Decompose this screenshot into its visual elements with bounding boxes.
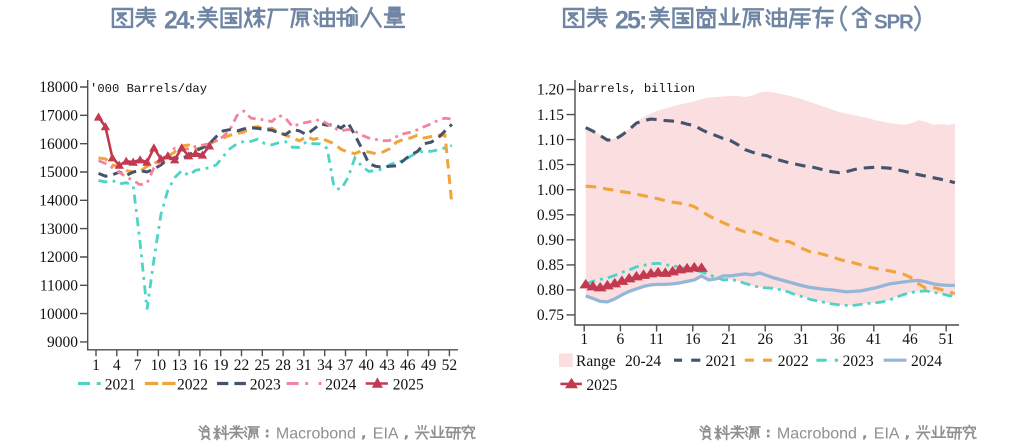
svg-text:49: 49 xyxy=(421,357,437,374)
svg-text:2021: 2021 xyxy=(706,353,737,370)
svg-text:1.05: 1.05 xyxy=(537,157,564,174)
svg-text:2023: 2023 xyxy=(843,353,874,370)
svg-text:22: 22 xyxy=(234,357,250,374)
svg-text:13: 13 xyxy=(171,357,187,374)
svg-text:2023: 2023 xyxy=(250,377,281,394)
svg-text:28: 28 xyxy=(275,357,291,374)
svg-text:Macrobond: Macrobond xyxy=(276,426,356,443)
svg-text:31: 31 xyxy=(794,331,810,348)
svg-text:6: 6 xyxy=(617,331,625,348)
svg-text:46: 46 xyxy=(400,357,416,374)
svg-text:11: 11 xyxy=(649,331,664,348)
svg-text:1.20: 1.20 xyxy=(537,82,564,99)
svg-text:2024: 2024 xyxy=(325,377,356,394)
svg-text:Range: Range xyxy=(576,353,616,370)
svg-text:16: 16 xyxy=(192,357,208,374)
svg-text:26: 26 xyxy=(757,331,773,348)
svg-text:24:: 24: xyxy=(164,7,194,35)
svg-text:51: 51 xyxy=(938,331,954,348)
svg-text:2025: 2025 xyxy=(393,377,424,394)
svg-text:41: 41 xyxy=(866,331,882,348)
svg-text:barrels, billion: barrels, billion xyxy=(578,82,695,96)
svg-text:25:: 25: xyxy=(615,7,645,35)
svg-text:34: 34 xyxy=(317,357,333,374)
svg-text:16000: 16000 xyxy=(39,136,78,153)
svg-text:20-24: 20-24 xyxy=(625,353,661,370)
svg-text:0.80: 0.80 xyxy=(537,282,564,299)
svg-text:21: 21 xyxy=(721,331,737,348)
svg-text:19: 19 xyxy=(213,357,229,374)
svg-text:9000: 9000 xyxy=(47,334,78,351)
svg-text:40: 40 xyxy=(359,357,375,374)
svg-text:46: 46 xyxy=(902,331,918,348)
svg-text:17000: 17000 xyxy=(39,108,78,125)
svg-text:10000: 10000 xyxy=(39,306,78,323)
svg-text:37: 37 xyxy=(338,357,354,374)
svg-text:2022: 2022 xyxy=(778,353,809,370)
svg-text:2021: 2021 xyxy=(105,377,136,394)
svg-text:2024: 2024 xyxy=(911,353,942,370)
svg-text:16: 16 xyxy=(685,331,701,348)
svg-text:15000: 15000 xyxy=(39,164,78,181)
svg-text:52: 52 xyxy=(442,357,458,374)
svg-text:1.10: 1.10 xyxy=(537,132,564,149)
svg-text:0.95: 0.95 xyxy=(537,207,564,224)
svg-text:0.85: 0.85 xyxy=(537,257,564,274)
svg-text:12000: 12000 xyxy=(39,249,78,266)
svg-text:EIA: EIA xyxy=(874,426,900,443)
svg-text:13000: 13000 xyxy=(39,221,78,238)
svg-text:2022: 2022 xyxy=(177,377,208,394)
svg-text:36: 36 xyxy=(830,331,846,348)
svg-text:SPR: SPR xyxy=(874,11,914,34)
svg-text:1: 1 xyxy=(580,331,588,348)
svg-text:1: 1 xyxy=(92,357,100,374)
svg-text:1.15: 1.15 xyxy=(537,107,564,124)
svg-text:Macrobond: Macrobond xyxy=(777,426,857,443)
svg-text:10: 10 xyxy=(151,357,167,374)
svg-text:1.00: 1.00 xyxy=(537,182,564,199)
svg-text:7: 7 xyxy=(134,357,142,374)
svg-text:0.90: 0.90 xyxy=(537,232,564,249)
svg-text:18000: 18000 xyxy=(39,79,78,96)
svg-text:4: 4 xyxy=(113,357,121,374)
svg-text:'000 Barrels/day: '000 Barrels/day xyxy=(90,82,207,96)
svg-text:0.75: 0.75 xyxy=(537,307,564,324)
svg-text:14000: 14000 xyxy=(39,193,78,210)
svg-text:25: 25 xyxy=(255,357,271,374)
svg-text:2025: 2025 xyxy=(586,377,617,394)
svg-text:11000: 11000 xyxy=(40,278,78,295)
svg-text:43: 43 xyxy=(379,357,395,374)
svg-text:31: 31 xyxy=(296,357,312,374)
svg-text:EIA: EIA xyxy=(373,426,399,443)
